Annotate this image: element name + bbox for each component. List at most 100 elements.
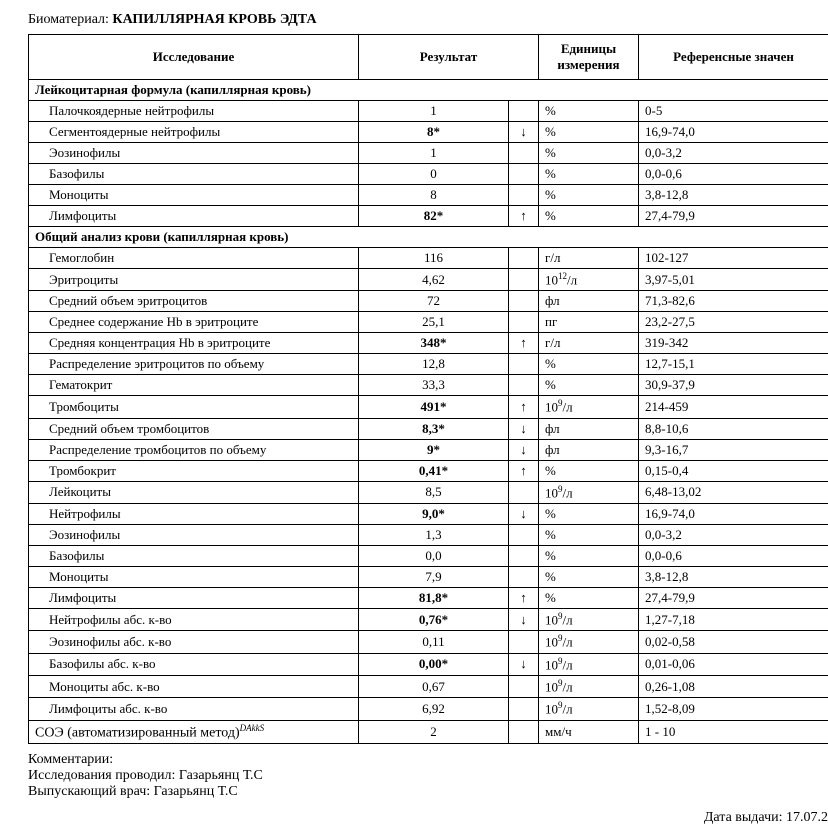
cell-arrow: ↑ [509, 460, 539, 481]
cell-unit: % [539, 143, 639, 164]
cell-name: Средний объем эритроцитов [29, 291, 359, 312]
data-row: Среднее содержание Hb в эритроците25,1пг… [29, 312, 828, 333]
cell-ref: 27,4-79,9 [639, 206, 828, 227]
cell-result: 82* [359, 206, 509, 227]
cell-result: 0,00* [359, 653, 509, 675]
cell-arrow [509, 269, 539, 291]
cell-name: Средний объем тромбоцитов [29, 418, 359, 439]
cell-ref: 1 - 10 [639, 720, 828, 744]
cell-arrow [509, 631, 539, 653]
cell-ref: 102-127 [639, 248, 828, 269]
cell-unit: % [539, 524, 639, 545]
data-row: Эритроциты4,621012/л3,97-5,01 [29, 269, 828, 291]
cell-result: 1 [359, 101, 509, 122]
cell-ref: 3,8-12,8 [639, 566, 828, 587]
cell-name: Эозинофилы абс. к-во [29, 631, 359, 653]
cell-unit: 109/л [539, 396, 639, 418]
cell-unit: 109/л [539, 675, 639, 697]
cell-ref: 0,26-1,08 [639, 675, 828, 697]
cell-result: 25,1 [359, 312, 509, 333]
cell-unit: % [539, 185, 639, 206]
cell-name: Лимфоциты [29, 587, 359, 608]
cell-arrow: ↑ [509, 333, 539, 354]
cell-name: Распределение тромбоцитов по объему [29, 439, 359, 460]
data-row: Эозинофилы1%0,0-3,2 [29, 143, 828, 164]
cell-result: 2 [359, 720, 509, 744]
cell-unit: % [539, 545, 639, 566]
cell-unit: % [539, 206, 639, 227]
data-row: Распределение тромбоцитов по объему9*↓фл… [29, 439, 828, 460]
results-table: Исследование Результат Единицы измерения… [28, 34, 828, 744]
data-row: Распределение эритроцитов по объему12,8%… [29, 354, 828, 375]
data-row: Гемоглобин116г/л102-127 [29, 248, 828, 269]
cell-unit: % [539, 566, 639, 587]
data-row: Средний объем эритроцитов72фл71,3-82,6 [29, 291, 828, 312]
issue-date: Дата выдачи: 17.07.2 [28, 810, 828, 826]
cell-name: Лимфоциты абс. к-во [29, 698, 359, 720]
data-row: Тромбокрит0,41*↑%0,15-0,4 [29, 460, 828, 481]
cell-name: Гемоглобин [29, 248, 359, 269]
cell-ref: 3,8-12,8 [639, 185, 828, 206]
cell-arrow [509, 248, 539, 269]
cell-arrow [509, 354, 539, 375]
data-row: Сегментоядерные нейтрофилы8*↓%16,9-74,0 [29, 122, 828, 143]
cell-arrow [509, 481, 539, 503]
cell-arrow [509, 101, 539, 122]
cell-name: Тромбокрит [29, 460, 359, 481]
cell-unit: % [539, 503, 639, 524]
cell-result: 8,5 [359, 481, 509, 503]
cell-name: Моноциты абс. к-во [29, 675, 359, 697]
data-row: Лимфоциты81,8*↑%27,4-79,9 [29, 587, 828, 608]
cell-unit: г/л [539, 333, 639, 354]
cell-name: Среднее содержание Hb в эритроците [29, 312, 359, 333]
cell-result: 116 [359, 248, 509, 269]
footer: Комментарии: Исследования проводил: Газа… [28, 752, 828, 800]
cell-result: 491* [359, 396, 509, 418]
data-row: Лимфоциты82*↑%27,4-79,9 [29, 206, 828, 227]
cell-unit: 109/л [539, 608, 639, 630]
soe-row: СОЭ (автоматизированный метод)DAkkS2мм/ч… [29, 720, 828, 744]
cell-unit: % [539, 460, 639, 481]
cell-result: 4,62 [359, 269, 509, 291]
cell-result: 1,3 [359, 524, 509, 545]
cell-name: Лейкоциты [29, 481, 359, 503]
performed-by: Исследования проводил: Газарьянц Т.С [28, 768, 828, 784]
cell-result: 0,11 [359, 631, 509, 653]
th-ref: Референсные значен [639, 35, 828, 80]
cell-ref: 0,15-0,4 [639, 460, 828, 481]
cell-result: 72 [359, 291, 509, 312]
cell-arrow: ↓ [509, 608, 539, 630]
data-row: Базофилы0,0%0,0-0,6 [29, 545, 828, 566]
section-row: Лейкоцитарная формула (капиллярная кровь… [29, 80, 828, 101]
cell-arrow [509, 291, 539, 312]
cell-unit: 1012/л [539, 269, 639, 291]
cell-unit: 109/л [539, 631, 639, 653]
data-row: Средний объем тромбоцитов8,3*↓фл8,8-10,6 [29, 418, 828, 439]
cell-ref: 0,0-3,2 [639, 524, 828, 545]
cell-arrow: ↓ [509, 122, 539, 143]
cell-result: 6,92 [359, 698, 509, 720]
cell-ref: 0,02-0,58 [639, 631, 828, 653]
data-row: Гематокрит33,3%30,9-37,9 [29, 375, 828, 396]
cell-unit: % [539, 354, 639, 375]
comments-label: Комментарии: [28, 752, 828, 768]
cell-arrow: ↑ [509, 587, 539, 608]
cell-name: Нейтрофилы абс. к-во [29, 608, 359, 630]
cell-result: 0,76* [359, 608, 509, 630]
cell-unit: фл [539, 418, 639, 439]
cell-name: Базофилы [29, 545, 359, 566]
cell-name: Распределение эритроцитов по объему [29, 354, 359, 375]
cell-result: 8 [359, 185, 509, 206]
cell-name: Эозинофилы [29, 143, 359, 164]
cell-result: 1 [359, 143, 509, 164]
data-row: Эозинофилы абс. к-во0,11 109/л0,02-0,58 [29, 631, 828, 653]
data-row: Моноциты8%3,8-12,8 [29, 185, 828, 206]
cell-unit: % [539, 164, 639, 185]
cell-unit: мм/ч [539, 720, 639, 744]
cell-name: Моноциты [29, 566, 359, 587]
data-row: Нейтрофилы абс. к-во0,76*↓109/л1,27-7,18 [29, 608, 828, 630]
cell-ref: 30,9-37,9 [639, 375, 828, 396]
cell-ref: 0,01-0,06 [639, 653, 828, 675]
header-row: Исследование Результат Единицы измерения… [29, 35, 828, 80]
th-name: Исследование [29, 35, 359, 80]
